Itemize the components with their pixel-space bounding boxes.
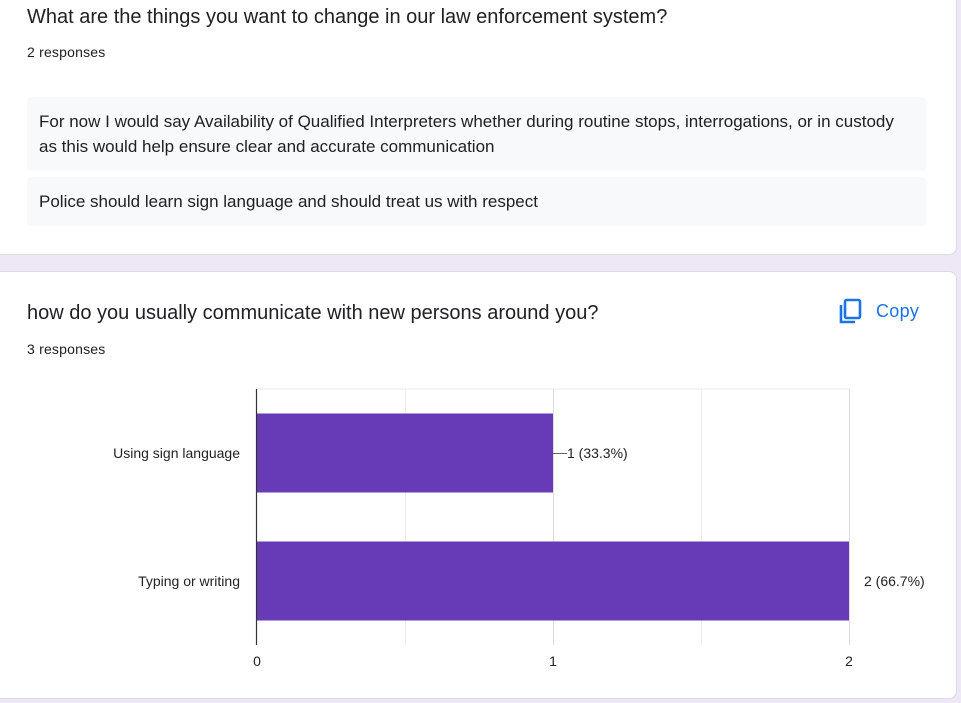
chart-tick-label: 2 bbox=[845, 653, 853, 669]
bar-chart: Using sign language 1 (33.3%) Typing or wr… bbox=[113, 388, 925, 669]
chart-bar bbox=[257, 541, 849, 621]
chart-bar bbox=[257, 413, 553, 493]
chart-data-label: 2 (66.7%) bbox=[864, 573, 925, 589]
response-count: 2 responses bbox=[27, 44, 106, 60]
response-item: Police should learn sign language and sh… bbox=[27, 177, 926, 226]
question-title: how do you usually communicate with new … bbox=[27, 302, 599, 324]
response-item: For now I would say Availability of Qual… bbox=[27, 97, 926, 171]
question-title: What are the things you want to change i… bbox=[27, 6, 668, 28]
copy-label: Copy bbox=[876, 300, 920, 321]
chart-tick-label: 1 bbox=[549, 653, 557, 669]
copy-icon bbox=[839, 298, 862, 324]
chart-category-label: Typing or writing bbox=[138, 573, 240, 589]
question-card-law-enforcement: What are the things you want to change i… bbox=[0, 0, 957, 255]
chart-category-label: Using sign language bbox=[113, 445, 240, 461]
chart-data-label: 1 (33.3%) bbox=[567, 445, 628, 461]
response-count: 3 responses bbox=[27, 341, 106, 357]
copy-chart-button[interactable]: Copy bbox=[838, 296, 919, 326]
question-card-communication: how do you usually communicate with new … bbox=[0, 271, 957, 699]
chart-tick-label: 0 bbox=[253, 653, 261, 669]
